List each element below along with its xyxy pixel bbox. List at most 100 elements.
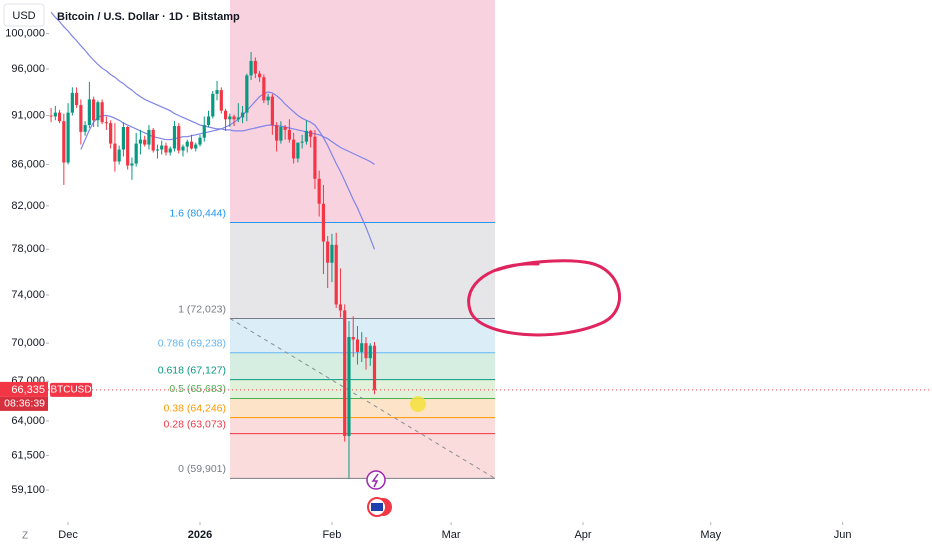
x-tick-label: Jun xyxy=(834,529,852,541)
y-tick-label: 86,000 xyxy=(11,158,45,170)
candle-body xyxy=(177,126,181,151)
candle-body xyxy=(121,127,126,150)
candle-body xyxy=(223,110,228,120)
hand-drawn-circle xyxy=(467,259,621,337)
candle-body xyxy=(351,337,355,340)
candle-body xyxy=(134,143,138,164)
x-tick-label: Dec xyxy=(58,529,78,541)
candle-body xyxy=(300,141,304,143)
pink-zone xyxy=(230,0,495,223)
x-tick-label: 2026 xyxy=(188,529,212,541)
candle-body xyxy=(151,129,155,151)
candle-body xyxy=(262,77,266,101)
candle-body xyxy=(368,345,372,359)
candle-body xyxy=(109,123,113,144)
candle-body xyxy=(75,92,79,106)
candle-body xyxy=(343,310,347,437)
fib-zone xyxy=(230,398,495,418)
chart-title: Bitcoin / U.S. Dollar · 1D · Bitstamp xyxy=(57,11,240,23)
candle-body xyxy=(138,139,143,144)
candle-body xyxy=(87,99,91,126)
hand-icon xyxy=(410,396,426,412)
candle-body xyxy=(113,143,117,162)
candle-body xyxy=(245,75,249,113)
scale-button[interactable]: Z xyxy=(22,531,28,542)
fib-zone xyxy=(230,379,495,399)
candle-body xyxy=(96,102,100,121)
fib-label: 0 (59,901) xyxy=(178,463,226,475)
fib-label: 0.618 (67,127) xyxy=(158,364,226,376)
candle-body xyxy=(70,92,74,113)
x-tick-label: Feb xyxy=(322,529,341,541)
moving-average xyxy=(50,11,375,165)
candle-body xyxy=(211,93,215,117)
candle-body xyxy=(219,90,223,111)
last-price-label: 66,335 xyxy=(11,384,45,396)
candle-body xyxy=(53,112,57,117)
candle-body xyxy=(317,178,321,204)
currency-label: USD xyxy=(12,10,35,22)
candle-body xyxy=(283,127,287,130)
candle-body xyxy=(249,60,253,76)
candle-body xyxy=(62,121,66,163)
event-icon[interactable] xyxy=(366,470,386,490)
candle-body xyxy=(189,141,194,149)
flag-icon-field xyxy=(371,503,383,511)
candle-body xyxy=(130,163,134,166)
candle-body xyxy=(372,345,377,390)
candle-body xyxy=(292,139,296,159)
y-tick-label: 61,500 xyxy=(11,449,45,461)
candle-body xyxy=(334,244,338,305)
candle-body xyxy=(198,137,202,145)
symbol-label: BTCUSD xyxy=(50,385,91,396)
fib-zone xyxy=(230,433,495,479)
moving-average xyxy=(80,91,376,250)
y-tick-label: 82,000 xyxy=(11,200,45,212)
candle-body xyxy=(236,117,240,120)
candle-body xyxy=(155,149,160,151)
candle-body xyxy=(104,122,108,124)
y-tick-label: 64,000 xyxy=(11,415,45,427)
x-tick-label: May xyxy=(700,529,721,541)
candle-body xyxy=(296,142,300,159)
candle-body xyxy=(143,139,147,145)
candle-body xyxy=(355,339,360,352)
y-tick-label: 78,000 xyxy=(11,243,45,255)
candle-body xyxy=(364,343,368,359)
candle-body xyxy=(194,144,198,149)
candle-body xyxy=(326,241,330,263)
candle-body xyxy=(360,343,364,352)
fib-label: 1 (72,023) xyxy=(178,303,226,315)
countdown-tag xyxy=(0,396,48,411)
candle-body xyxy=(279,127,283,141)
candle-body xyxy=(57,112,62,122)
candle-body xyxy=(338,304,343,311)
candle-body xyxy=(164,145,168,153)
candle-body xyxy=(100,102,104,123)
candle-body xyxy=(228,116,232,120)
candle-body xyxy=(240,112,245,118)
y-tick-label: 96,000 xyxy=(11,63,45,75)
fib-label: 0.5 (65,683) xyxy=(169,383,226,395)
y-tick-label: 100,000 xyxy=(5,28,45,40)
candle-body xyxy=(257,73,262,78)
y-tick-label: 91,000 xyxy=(11,109,45,121)
fib-zone xyxy=(230,222,495,319)
candle-body xyxy=(126,127,130,166)
candle-body xyxy=(313,136,317,179)
candle-body xyxy=(330,244,334,263)
symbol-tag xyxy=(50,382,92,397)
fib-label: 1.6 (80,444) xyxy=(169,207,226,219)
currency-button[interactable] xyxy=(3,3,45,27)
fib-zone xyxy=(230,417,495,434)
candle-body xyxy=(206,116,211,126)
candle-body xyxy=(92,99,96,121)
candle-body xyxy=(66,112,70,163)
candle-body xyxy=(147,129,151,145)
candle-body xyxy=(309,130,313,137)
candle-body xyxy=(49,115,53,117)
candle-body xyxy=(185,141,189,147)
